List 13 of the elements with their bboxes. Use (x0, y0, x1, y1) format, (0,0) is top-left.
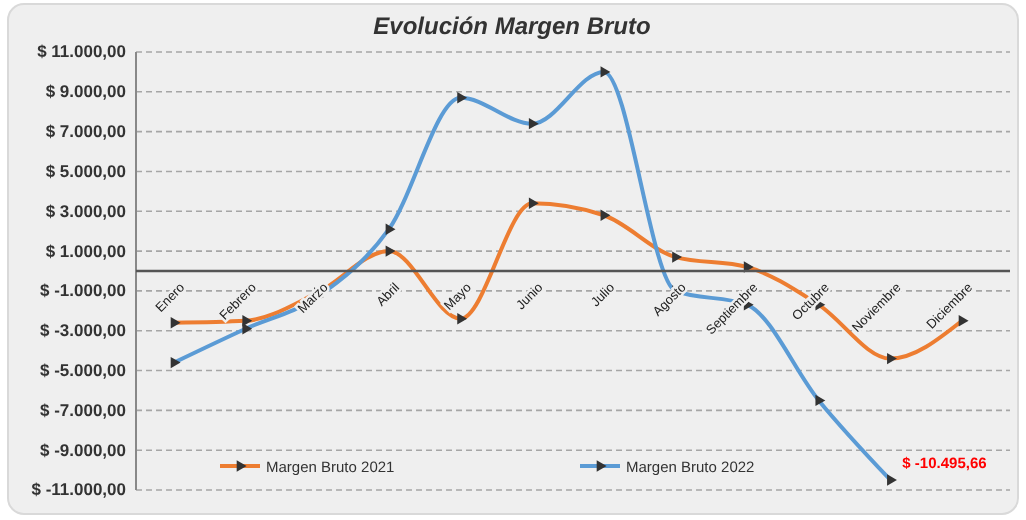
y-tick-label: $ -3.000,00 (39, 320, 127, 341)
y-tick-label: $ -1.000,00 (39, 280, 127, 301)
chart-title: Evolución Margen Bruto (373, 12, 651, 40)
y-tick-label: $ -9.000,00 (39, 439, 127, 460)
y-tick-label: $ 7.000,00 (45, 121, 127, 142)
y-tick-label: $ -11.000,00 (31, 479, 127, 500)
y-tick-label: $ 3.000,00 (45, 200, 127, 221)
y-tick-label: $ -5.000,00 (39, 359, 127, 380)
y-tick-label: $ -7.000,00 (39, 399, 127, 420)
y-tick-label: $ 5.000,00 (45, 160, 127, 181)
y-tick-label: $ 1.000,00 (45, 240, 127, 261)
y-tick-label: $ 9.000,00 (45, 81, 127, 102)
y-tick-label: $ 11.000,00 (37, 41, 127, 62)
